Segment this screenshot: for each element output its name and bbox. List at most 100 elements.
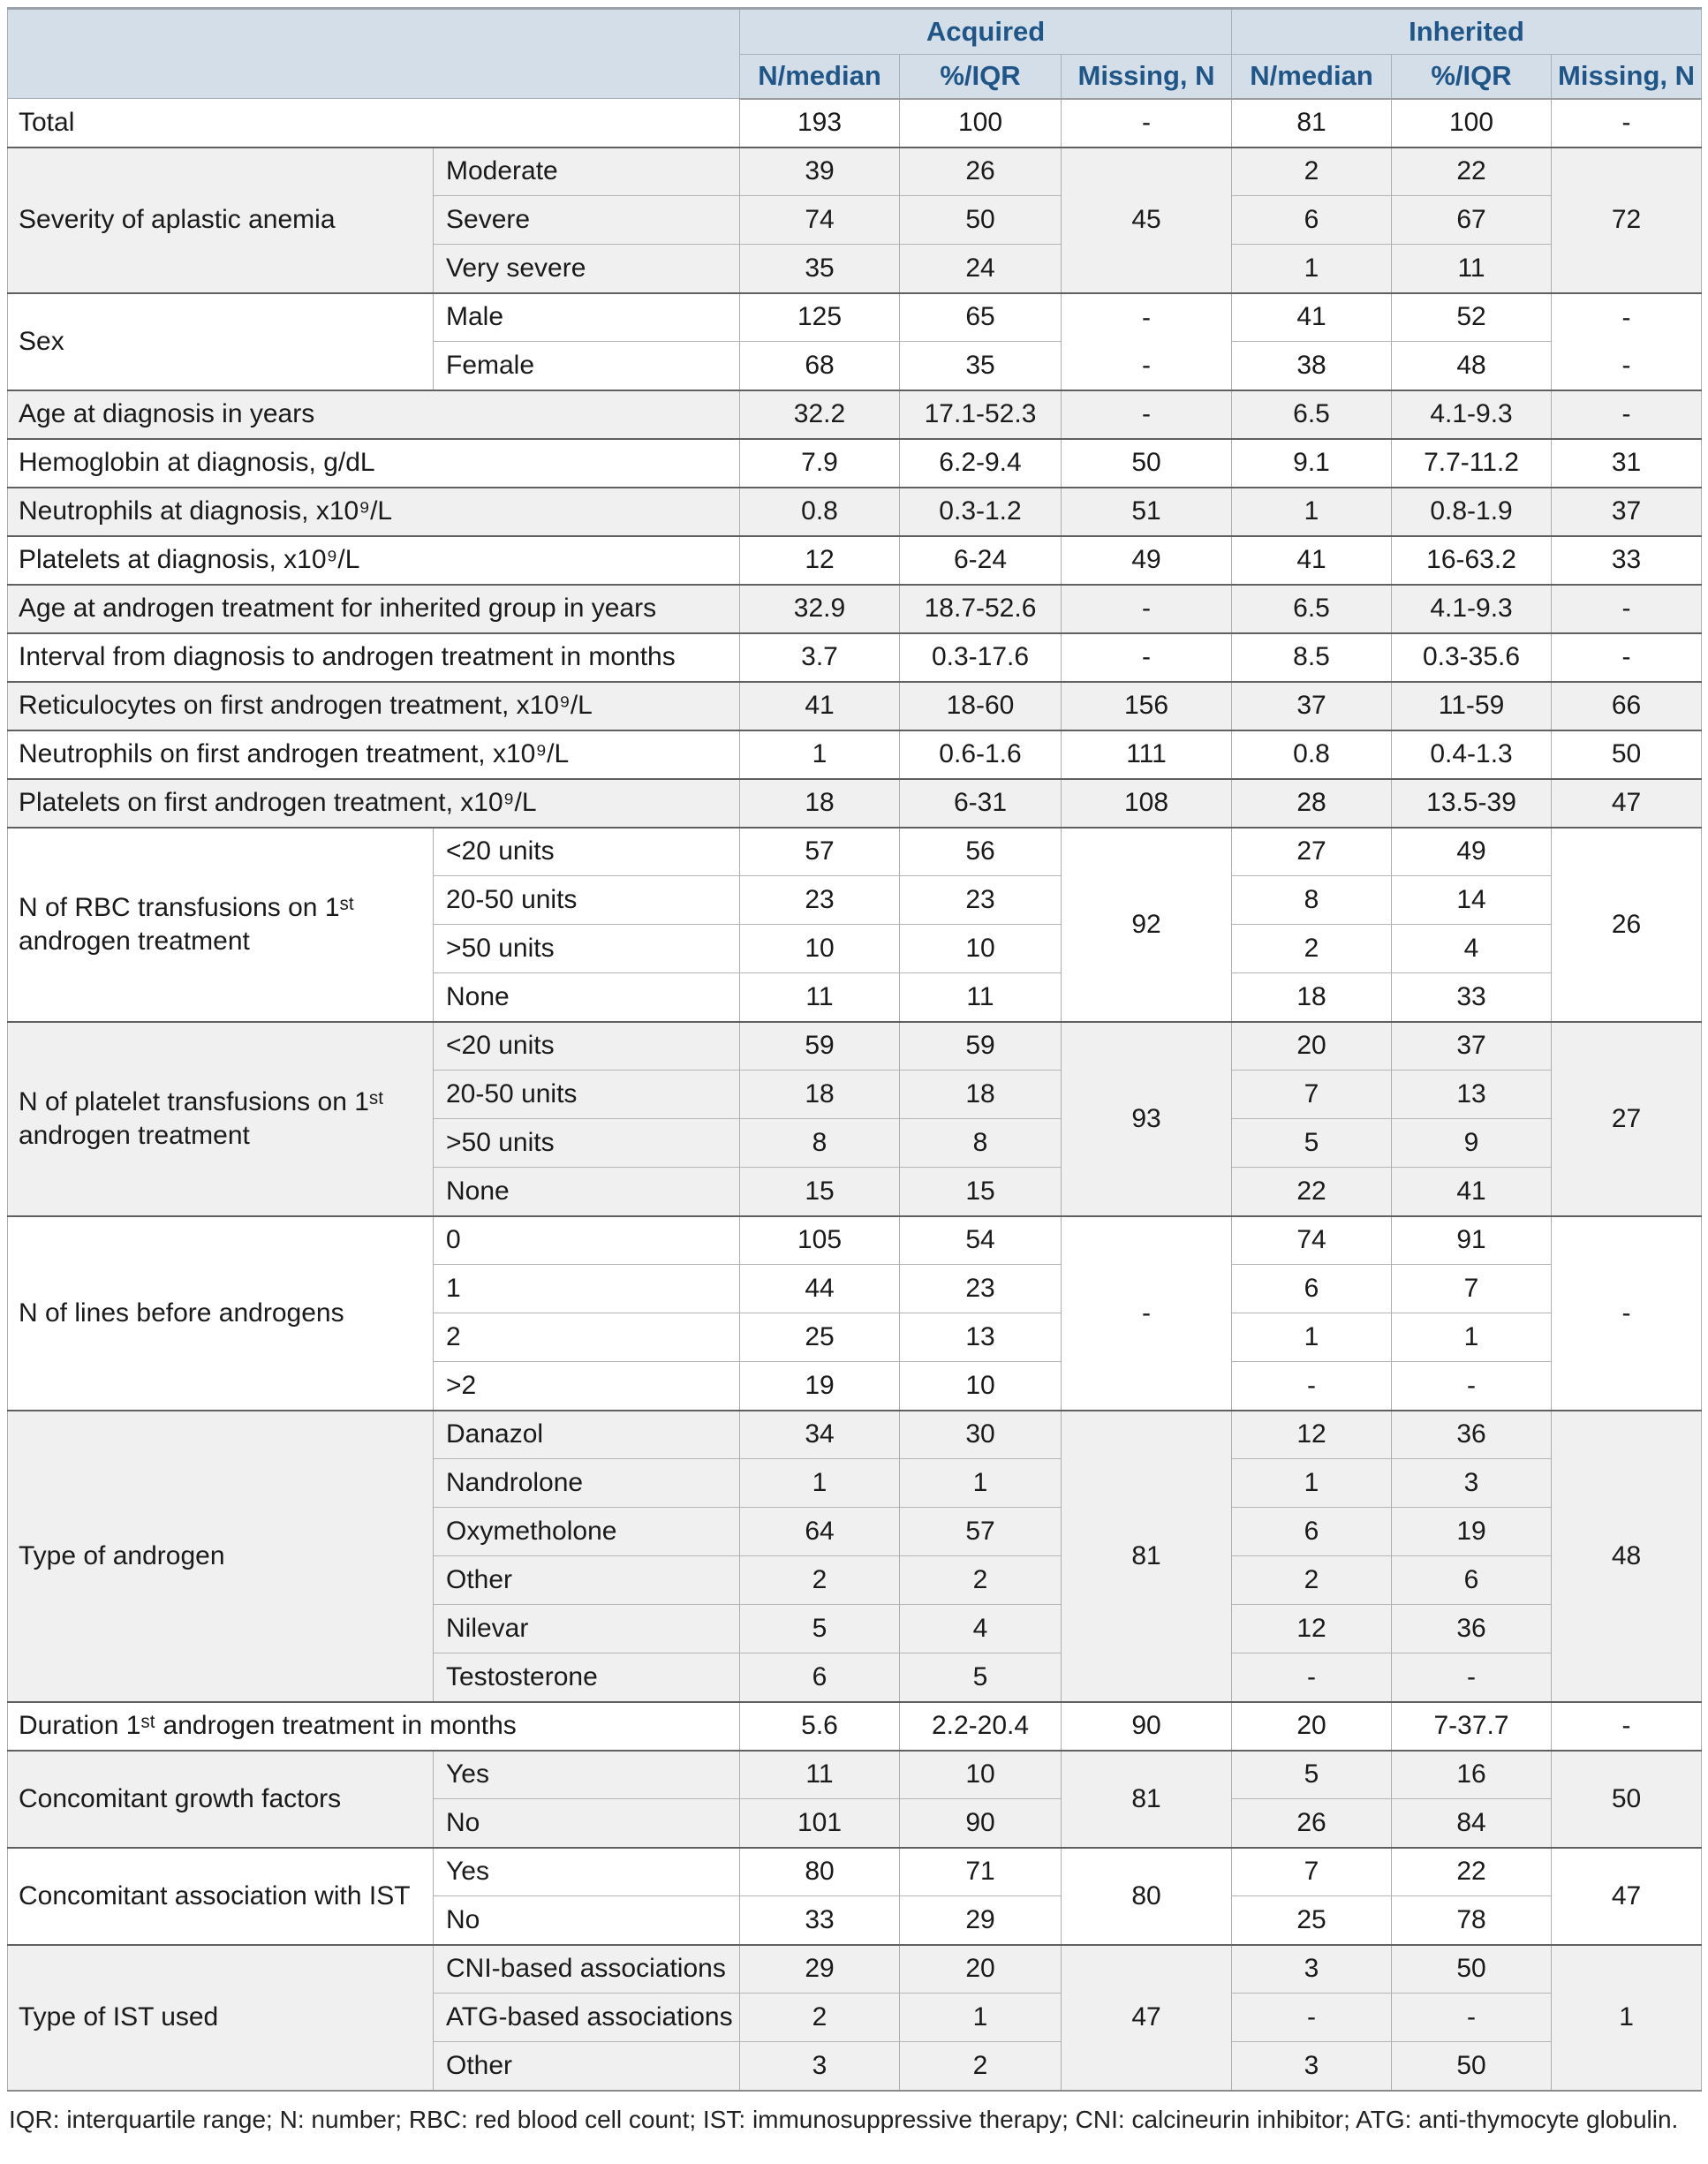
inherited-iqr-cell: 33 xyxy=(1391,972,1552,1022)
inherited-missing-cell: - xyxy=(1551,632,1702,682)
table-row: Interval from diagnosis to androgen trea… xyxy=(7,632,1702,682)
inherited-iqr-cell: 16-63.2 xyxy=(1391,534,1552,585)
category-cell: Platelets at diagnosis, x10⁹/L xyxy=(7,534,740,585)
acquired-missing-cell: 50 xyxy=(1060,437,1232,488)
category-cell: Type of IST used xyxy=(7,1943,434,2091)
inherited-missing-cell: 33 xyxy=(1551,534,1702,585)
inherited-n-cell: 7 xyxy=(1231,1070,1392,1119)
subcategory-cell: <20 units xyxy=(433,1020,740,1071)
table-row: Platelets at diagnosis, x10⁹/L 12 6-24 49 41… xyxy=(7,534,1702,585)
acquired-iqr-cell: 57 xyxy=(899,1507,1062,1556)
acquired-n-cell: 19 xyxy=(739,1361,900,1411)
inherited-n-cell: 3 xyxy=(1231,1943,1392,1994)
patient-characteristics-table: Acquired Inherited N/median %/IQR Missin… xyxy=(7,7,1703,2092)
subcategory-cell: 1 xyxy=(433,1264,740,1313)
acquired-n-cell: 44 xyxy=(739,1264,900,1313)
inherited-n-cell: 1 xyxy=(1231,1458,1392,1508)
acquired-n-cell: 12 xyxy=(739,534,900,585)
inherited-missing-cell: 31 xyxy=(1551,437,1702,488)
table-row: Severe 74 50 6 67 xyxy=(7,195,1702,245)
acquired-missing-cell: 47 xyxy=(1060,1943,1232,2091)
inherited-n-cell: 6.5 xyxy=(1231,389,1392,439)
acquired-n-cell: 101 xyxy=(739,1798,900,1848)
subcategory-cell: 2 xyxy=(433,1313,740,1362)
inherited-missing-cell: - xyxy=(1551,98,1702,148)
acquired-n-cell: 68 xyxy=(739,341,900,390)
acquired-missing-cell: - xyxy=(1060,389,1232,439)
acquired-iqr-cell: 10 xyxy=(899,924,1062,973)
inherited-missing-cell: 26 xyxy=(1551,826,1702,1022)
inherited-n-cell: 2 xyxy=(1231,924,1392,973)
acquired-iqr-cell: 2 xyxy=(899,1555,1062,1605)
inherited-n-cell: 12 xyxy=(1231,1604,1392,1653)
acquired-n-cell: 64 xyxy=(739,1507,900,1556)
header-group-inherited: Inherited xyxy=(1231,8,1703,55)
table-body: Total 193 100-81 100- Severity of aplastic a… xyxy=(7,98,1702,2091)
acquired-n-cell: 125 xyxy=(739,291,900,342)
subcategory-cell: CNI-based associations xyxy=(433,1943,740,1994)
acquired-n-cell: 2 xyxy=(739,1993,900,2042)
acquired-iqr-cell: 23 xyxy=(899,1264,1062,1313)
acquired-n-cell: 7.9 xyxy=(739,437,900,488)
subcategory-cell: Yes xyxy=(433,1749,740,1799)
inherited-n-cell: 2 xyxy=(1231,1555,1392,1605)
acquired-n-cell: 193 xyxy=(739,98,900,148)
header-inherited-pct-iqr: %/IQR xyxy=(1391,54,1553,100)
category-cell: Age at diagnosis in years xyxy=(7,389,740,439)
inherited-n-cell: 2 xyxy=(1231,146,1392,196)
acquired-n-cell: 18 xyxy=(739,1070,900,1119)
inherited-iqr-cell: 14 xyxy=(1391,875,1552,925)
table-row: Very severe 35 24 1 11 xyxy=(7,244,1702,293)
table-row: N of platelet transfusions on 1ˢᵗ androg… xyxy=(7,1020,1702,1216)
inherited-n-cell: 74 xyxy=(1231,1214,1392,1265)
acquired-n-cell: 80 xyxy=(739,1846,900,1896)
inherited-n-cell: 20 xyxy=(1231,1700,1392,1751)
acquired-iqr-cell: 2.2-20.4 xyxy=(899,1700,1062,1751)
inherited-n-cell: 20 xyxy=(1231,1020,1392,1071)
inherited-missing-cell: - xyxy=(1551,583,1702,633)
inherited-iqr-cell: 11 xyxy=(1391,244,1552,293)
inherited-n-cell: - xyxy=(1231,1653,1392,1702)
subcategory-cell: Other xyxy=(433,1555,740,1605)
header-blank-cell xyxy=(7,8,740,99)
inherited-n-cell: 12 xyxy=(1231,1409,1392,1459)
inherited-missing-cell: 66 xyxy=(1551,680,1702,730)
inherited-iqr-cell: - xyxy=(1391,1653,1552,1702)
acquired-iqr-cell: 6-31 xyxy=(899,777,1062,828)
acquired-n-cell: 32.2 xyxy=(739,389,900,439)
inherited-iqr-cell: 36 xyxy=(1391,1409,1552,1459)
subcategory-cell: Other xyxy=(433,2041,740,2091)
acquired-n-cell: 6 xyxy=(739,1653,900,1702)
table-row: Total 193 100-81 100- xyxy=(7,98,1702,148)
acquired-missing-cell: 81 xyxy=(1060,1749,1232,1848)
inherited-iqr-cell: 52 xyxy=(1391,291,1552,342)
acquired-iqr-cell: 54 xyxy=(899,1214,1062,1265)
acquired-missing-cell: - xyxy=(1060,291,1232,342)
acquired-n-cell: 57 xyxy=(739,826,900,876)
acquired-missing-cell: 156 xyxy=(1060,680,1232,730)
acquired-iqr-cell: 11 xyxy=(899,972,1062,1022)
table-row: Age at diagnosis in years 32.2 17.1-52.3-6… xyxy=(7,389,1702,439)
inherited-n-cell: 18 xyxy=(1231,972,1392,1022)
acquired-iqr-cell: 23 xyxy=(899,875,1062,925)
acquired-iqr-cell: 90 xyxy=(899,1798,1062,1848)
acquired-iqr-cell: 50 xyxy=(899,195,1062,245)
inherited-iqr-cell: 48 xyxy=(1391,341,1552,390)
inherited-n-cell: 5 xyxy=(1231,1749,1392,1799)
subcategory-cell: No xyxy=(433,1798,740,1848)
inherited-iqr-cell: 36 xyxy=(1391,1604,1552,1653)
subcategory-cell: Very severe xyxy=(433,244,740,293)
inherited-iqr-cell: 4.1-9.3 xyxy=(1391,583,1552,633)
acquired-iqr-cell: 59 xyxy=(899,1020,1062,1071)
acquired-n-cell: 0.8 xyxy=(739,486,900,536)
category-cell: Concomitant growth factors xyxy=(7,1749,434,1848)
subcategory-cell: Yes xyxy=(433,1846,740,1896)
table-row: Type of androgen Danazol 34 30 81 12 36 48 xyxy=(7,1409,1702,1702)
acquired-n-cell: 34 xyxy=(739,1409,900,1459)
inherited-n-cell: 41 xyxy=(1231,534,1392,585)
subcategory-cell: Severe xyxy=(433,195,740,245)
acquired-iqr-cell: 71 xyxy=(899,1846,1062,1896)
subcategory-cell: Testosterone xyxy=(433,1653,740,1702)
acquired-iqr-cell: 17.1-52.3 xyxy=(899,389,1062,439)
